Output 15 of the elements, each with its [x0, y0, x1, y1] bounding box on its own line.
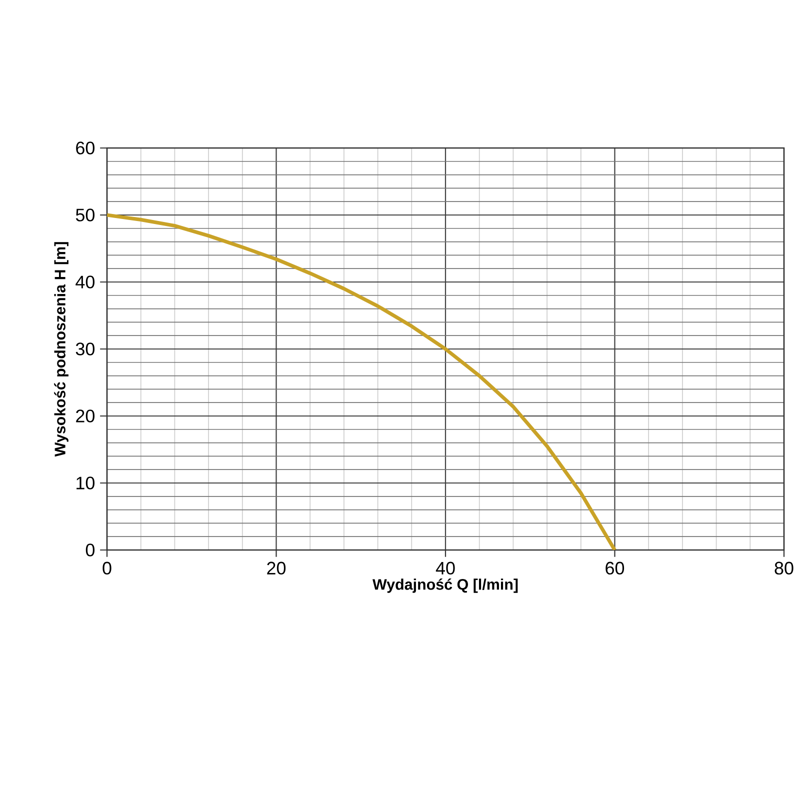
y-tick-label: 40 — [76, 276, 94, 288]
line-series — [107, 213, 617, 550]
y-tick-label: 50 — [76, 208, 94, 222]
y-axis-title: Wysokość podnoszenia H [m] — [54, 242, 68, 457]
y-tick-label: 30 — [76, 342, 94, 356]
y-tick-label: 0 — [86, 544, 94, 556]
y-tick-label: 10 — [76, 476, 94, 490]
x-tick-label: 40 — [436, 562, 455, 575]
y-tick-label: 60 — [76, 142, 94, 154]
x-tick-label: 20 — [267, 562, 286, 575]
x-tick-label: 0 — [102, 562, 112, 575]
x-axis-title: Wydajność Q [l/min] — [372, 578, 518, 593]
y-tick-label: 20 — [76, 410, 94, 422]
x-tick-label: 60 — [606, 562, 624, 575]
x-tick-label: 80 — [774, 562, 794, 575]
